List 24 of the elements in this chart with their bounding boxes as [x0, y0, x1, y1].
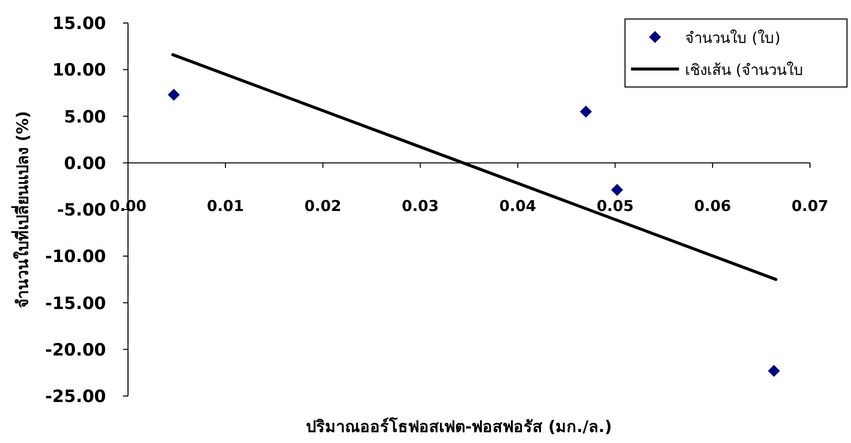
y-axis-title: จำนวนใบที่เปลี่ยนแปลง (%)	[11, 110, 32, 308]
point	[768, 364, 780, 377]
legend-label: จำนวนใบ (ใบ)	[685, 29, 780, 47]
y-tick-label: -5.00	[57, 200, 106, 220]
y-tick-label: -20.00	[45, 340, 106, 360]
x-tick-label: 0.05	[596, 196, 634, 215]
point	[168, 88, 180, 101]
y-tick-label: -10.00	[45, 247, 106, 268]
y-tick-label: -25.00	[45, 387, 106, 407]
x-tick-label: 0.04	[499, 196, 536, 215]
x-tick-label: 0.01	[206, 196, 244, 215]
x-axis-title: ปริมาณออร์โธฟอสเฟต-ฟอสฟอรัส (มก./ล.)	[306, 416, 612, 436]
legend-label: เชิงเส้น (จำนวนใบ	[685, 61, 804, 79]
y-tick-label: -15.00	[45, 294, 106, 314]
x-tick-label: 0.02	[304, 196, 342, 215]
x-tick-label: 0.03	[402, 196, 439, 215]
y-tick-label: 15.00	[52, 14, 106, 34]
point	[580, 106, 592, 118]
y-tick-label: 0.00	[64, 154, 106, 174]
x-tick-label: 0.06	[694, 196, 732, 215]
point	[611, 184, 624, 196]
y-tick-label: 10.00	[52, 60, 106, 81]
y-tick-label: 5.00	[64, 107, 106, 128]
x-tick-label: 0.07	[791, 196, 829, 215]
